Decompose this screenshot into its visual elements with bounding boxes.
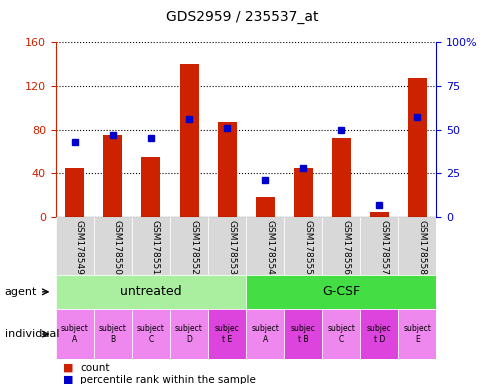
Text: G-CSF: G-CSF bbox=[321, 285, 360, 298]
Bar bbox=[321, 309, 360, 359]
Bar bbox=[94, 217, 132, 275]
Text: GSM178558: GSM178558 bbox=[417, 220, 425, 275]
Text: GSM178549: GSM178549 bbox=[75, 220, 84, 275]
Text: GSM178551: GSM178551 bbox=[151, 220, 160, 275]
Text: subject
E: subject E bbox=[403, 324, 430, 344]
Text: subject
C: subject C bbox=[327, 324, 354, 344]
Bar bbox=[170, 217, 208, 275]
Text: subjec
t E: subjec t E bbox=[214, 324, 239, 344]
Bar bbox=[132, 309, 169, 359]
Bar bbox=[208, 309, 245, 359]
Text: subject
C: subject C bbox=[137, 324, 165, 344]
Bar bbox=[293, 168, 312, 217]
Bar bbox=[398, 217, 436, 275]
Text: ■: ■ bbox=[63, 363, 74, 373]
Bar bbox=[94, 309, 132, 359]
Text: subject
B: subject B bbox=[99, 324, 126, 344]
Text: percentile rank within the sample: percentile rank within the sample bbox=[80, 375, 256, 384]
Text: agent: agent bbox=[5, 287, 37, 297]
Text: GSM178556: GSM178556 bbox=[341, 220, 349, 275]
Text: count: count bbox=[80, 363, 109, 373]
Bar bbox=[255, 197, 274, 217]
Text: GSM178550: GSM178550 bbox=[113, 220, 121, 275]
Bar bbox=[331, 138, 350, 217]
Bar bbox=[132, 217, 170, 275]
Text: GSM178557: GSM178557 bbox=[378, 220, 388, 275]
Bar bbox=[360, 309, 397, 359]
Text: subject
A: subject A bbox=[61, 324, 89, 344]
Bar bbox=[179, 64, 198, 217]
Bar bbox=[284, 217, 321, 275]
Text: subject
D: subject D bbox=[175, 324, 202, 344]
Text: GDS2959 / 235537_at: GDS2959 / 235537_at bbox=[166, 10, 318, 23]
Bar bbox=[170, 309, 208, 359]
Bar bbox=[56, 275, 245, 309]
Bar bbox=[284, 309, 321, 359]
Text: untreated: untreated bbox=[120, 285, 182, 298]
Text: GSM178552: GSM178552 bbox=[189, 220, 197, 275]
Bar bbox=[208, 217, 245, 275]
Bar bbox=[56, 217, 94, 275]
Bar bbox=[245, 275, 436, 309]
Bar bbox=[217, 122, 236, 217]
Text: individual: individual bbox=[5, 329, 59, 339]
Text: GSM178555: GSM178555 bbox=[302, 220, 312, 275]
Text: GSM178554: GSM178554 bbox=[265, 220, 273, 275]
Text: GSM178553: GSM178553 bbox=[227, 220, 236, 275]
Bar bbox=[245, 217, 284, 275]
Bar bbox=[407, 78, 426, 217]
Text: ■: ■ bbox=[63, 375, 74, 384]
Bar bbox=[397, 309, 436, 359]
Bar bbox=[369, 212, 388, 217]
Bar bbox=[322, 217, 360, 275]
Bar bbox=[103, 135, 122, 217]
Text: subject
A: subject A bbox=[251, 324, 278, 344]
Text: subjec
t B: subjec t B bbox=[290, 324, 315, 344]
Bar bbox=[56, 309, 94, 359]
Bar bbox=[141, 157, 160, 217]
Bar bbox=[360, 217, 398, 275]
Bar bbox=[245, 309, 284, 359]
Text: subjec
t D: subjec t D bbox=[366, 324, 391, 344]
Bar bbox=[65, 168, 84, 217]
